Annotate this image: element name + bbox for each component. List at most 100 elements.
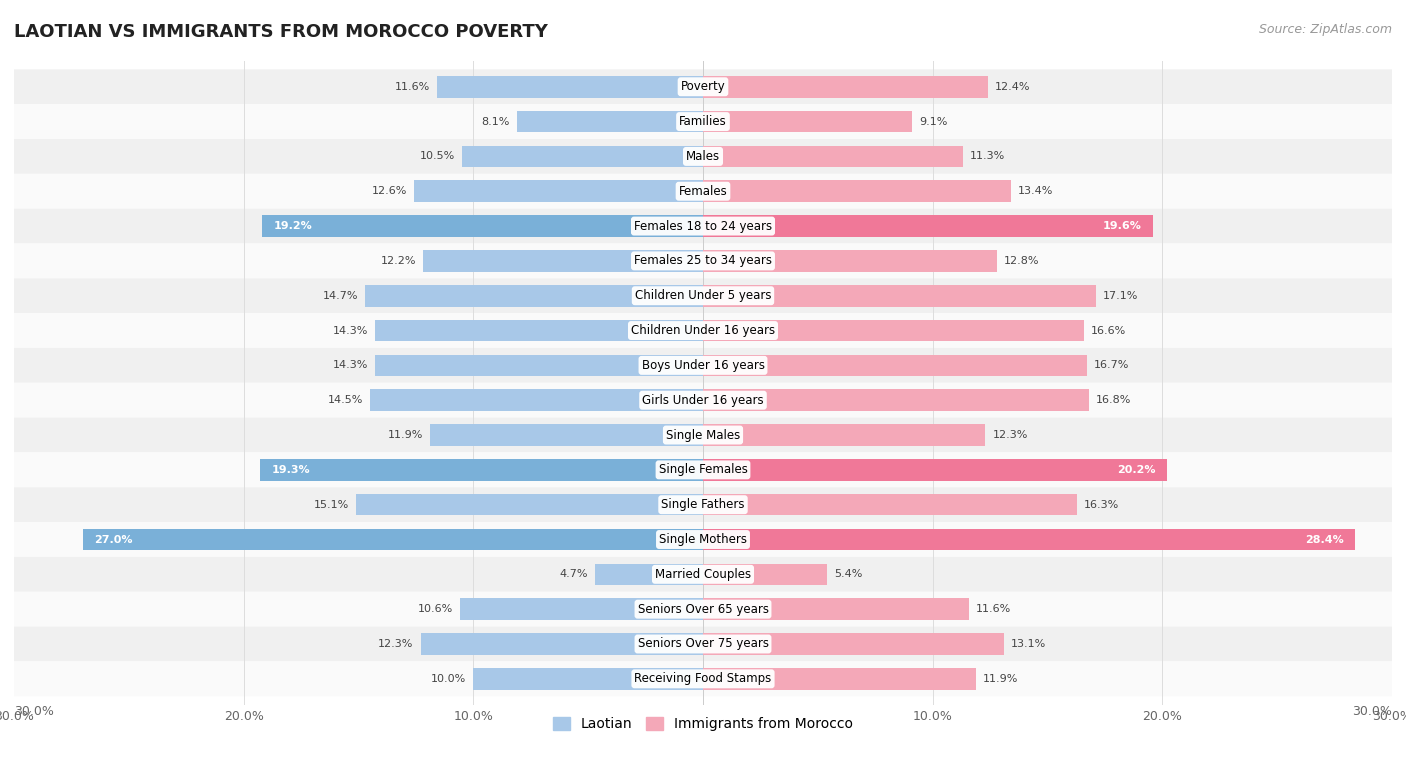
Bar bbox=[420, 633, 703, 655]
Bar bbox=[260, 459, 703, 481]
Bar bbox=[703, 668, 976, 690]
Text: 16.6%: 16.6% bbox=[1091, 325, 1126, 336]
Bar bbox=[703, 285, 1095, 306]
Text: Single Males: Single Males bbox=[666, 428, 740, 441]
Text: 11.3%: 11.3% bbox=[969, 152, 1005, 161]
Text: Poverty: Poverty bbox=[681, 80, 725, 93]
Text: 13.4%: 13.4% bbox=[1018, 186, 1053, 196]
Bar bbox=[423, 250, 703, 271]
Bar bbox=[703, 424, 986, 446]
Text: 14.7%: 14.7% bbox=[323, 291, 359, 301]
Bar bbox=[703, 598, 969, 620]
Bar bbox=[517, 111, 703, 133]
Text: 17.1%: 17.1% bbox=[1102, 291, 1137, 301]
Text: Single Fathers: Single Fathers bbox=[661, 498, 745, 511]
Bar bbox=[703, 459, 1167, 481]
Bar bbox=[703, 390, 1088, 411]
Text: 19.6%: 19.6% bbox=[1102, 221, 1142, 231]
Bar bbox=[703, 355, 1087, 376]
Text: Seniors Over 75 years: Seniors Over 75 years bbox=[637, 637, 769, 650]
Text: 4.7%: 4.7% bbox=[560, 569, 588, 579]
Bar bbox=[356, 494, 703, 515]
Text: 19.2%: 19.2% bbox=[274, 221, 312, 231]
Bar bbox=[413, 180, 703, 202]
Bar bbox=[460, 598, 703, 620]
Text: 19.3%: 19.3% bbox=[271, 465, 309, 475]
Text: 16.8%: 16.8% bbox=[1095, 395, 1130, 406]
Text: Single Females: Single Females bbox=[658, 463, 748, 476]
Text: 15.1%: 15.1% bbox=[314, 500, 349, 509]
Text: Married Couples: Married Couples bbox=[655, 568, 751, 581]
FancyBboxPatch shape bbox=[0, 592, 1406, 627]
FancyBboxPatch shape bbox=[0, 348, 1406, 383]
Text: Females 18 to 24 years: Females 18 to 24 years bbox=[634, 220, 772, 233]
Bar bbox=[366, 285, 703, 306]
Bar bbox=[262, 215, 703, 236]
Text: 14.3%: 14.3% bbox=[332, 360, 368, 371]
FancyBboxPatch shape bbox=[0, 139, 1406, 174]
Text: 10.6%: 10.6% bbox=[418, 604, 453, 614]
Text: Females: Females bbox=[679, 185, 727, 198]
FancyBboxPatch shape bbox=[0, 174, 1406, 208]
Text: 30.0%: 30.0% bbox=[14, 705, 53, 718]
Bar bbox=[703, 111, 912, 133]
Bar bbox=[374, 355, 703, 376]
Text: 28.4%: 28.4% bbox=[1305, 534, 1344, 544]
Text: 9.1%: 9.1% bbox=[920, 117, 948, 127]
Bar bbox=[703, 529, 1355, 550]
Text: 14.5%: 14.5% bbox=[328, 395, 363, 406]
Text: Seniors Over 65 years: Seniors Over 65 years bbox=[637, 603, 769, 615]
Text: 16.3%: 16.3% bbox=[1084, 500, 1119, 509]
Text: 12.6%: 12.6% bbox=[371, 186, 406, 196]
Bar bbox=[370, 390, 703, 411]
FancyBboxPatch shape bbox=[0, 208, 1406, 243]
FancyBboxPatch shape bbox=[0, 313, 1406, 348]
Bar bbox=[703, 250, 997, 271]
Bar bbox=[703, 563, 827, 585]
Text: Children Under 16 years: Children Under 16 years bbox=[631, 324, 775, 337]
Text: Receiving Food Stamps: Receiving Food Stamps bbox=[634, 672, 772, 685]
Text: Source: ZipAtlas.com: Source: ZipAtlas.com bbox=[1258, 23, 1392, 36]
Bar bbox=[595, 563, 703, 585]
Text: 12.3%: 12.3% bbox=[993, 430, 1028, 440]
Text: 10.0%: 10.0% bbox=[432, 674, 467, 684]
Text: 11.6%: 11.6% bbox=[395, 82, 430, 92]
Text: 20.2%: 20.2% bbox=[1116, 465, 1156, 475]
Text: 12.3%: 12.3% bbox=[378, 639, 413, 649]
Text: 11.9%: 11.9% bbox=[388, 430, 423, 440]
Bar bbox=[437, 76, 703, 98]
Bar bbox=[474, 668, 703, 690]
Text: 12.8%: 12.8% bbox=[1004, 256, 1039, 266]
Bar bbox=[703, 215, 1153, 236]
Text: Families: Families bbox=[679, 115, 727, 128]
FancyBboxPatch shape bbox=[0, 69, 1406, 104]
Legend: Laotian, Immigrants from Morocco: Laotian, Immigrants from Morocco bbox=[547, 712, 859, 737]
FancyBboxPatch shape bbox=[0, 627, 1406, 662]
Text: 11.9%: 11.9% bbox=[983, 674, 1018, 684]
FancyBboxPatch shape bbox=[0, 278, 1406, 313]
Text: Girls Under 16 years: Girls Under 16 years bbox=[643, 393, 763, 407]
FancyBboxPatch shape bbox=[0, 418, 1406, 453]
Bar bbox=[374, 320, 703, 341]
Text: 13.1%: 13.1% bbox=[1011, 639, 1046, 649]
Text: 16.7%: 16.7% bbox=[1094, 360, 1129, 371]
Bar bbox=[703, 146, 963, 168]
Bar bbox=[430, 424, 703, 446]
FancyBboxPatch shape bbox=[0, 243, 1406, 278]
FancyBboxPatch shape bbox=[0, 557, 1406, 592]
Bar bbox=[703, 494, 1077, 515]
Text: 12.4%: 12.4% bbox=[994, 82, 1031, 92]
Text: Single Mothers: Single Mothers bbox=[659, 533, 747, 546]
Text: 10.5%: 10.5% bbox=[420, 152, 456, 161]
FancyBboxPatch shape bbox=[0, 662, 1406, 697]
Text: 12.2%: 12.2% bbox=[381, 256, 416, 266]
Bar bbox=[703, 76, 988, 98]
Text: 11.6%: 11.6% bbox=[976, 604, 1011, 614]
Text: 8.1%: 8.1% bbox=[482, 117, 510, 127]
Text: 14.3%: 14.3% bbox=[332, 325, 368, 336]
Bar bbox=[703, 180, 1011, 202]
Text: 30.0%: 30.0% bbox=[1353, 705, 1392, 718]
Text: Males: Males bbox=[686, 150, 720, 163]
Text: LAOTIAN VS IMMIGRANTS FROM MOROCCO POVERTY: LAOTIAN VS IMMIGRANTS FROM MOROCCO POVER… bbox=[14, 23, 548, 41]
FancyBboxPatch shape bbox=[0, 487, 1406, 522]
